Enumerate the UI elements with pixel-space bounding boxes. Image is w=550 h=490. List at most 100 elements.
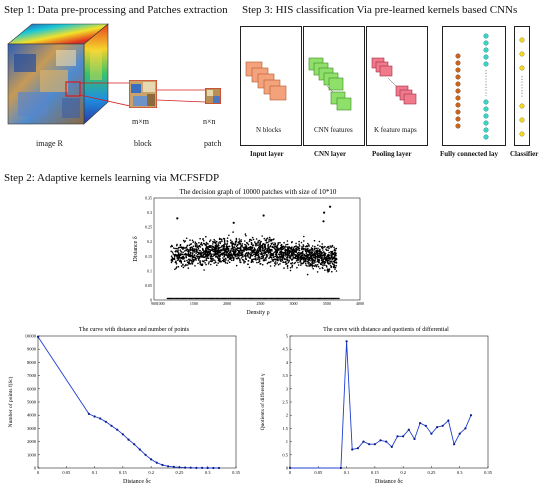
scatter-point (185, 246, 188, 248)
scatter-floor-point (223, 297, 226, 300)
scatter-point (227, 255, 229, 258)
scatter-point (330, 250, 332, 253)
scatter-point (175, 263, 178, 265)
scatter-point (234, 256, 236, 258)
scatter-point (205, 243, 207, 246)
scatter-point (279, 263, 281, 265)
scatter-point (230, 248, 233, 250)
scatter-point (326, 260, 329, 263)
scatter-point (255, 238, 258, 240)
scatter-point (330, 260, 333, 263)
scatter-point (233, 258, 235, 260)
scatter-point (235, 257, 238, 260)
scatter-point (303, 257, 305, 260)
scatter-point (268, 261, 270, 264)
scatter-point (325, 256, 327, 259)
scatter-point (304, 256, 306, 258)
quotient-chart-data-point (356, 447, 359, 450)
scatter-point (264, 239, 267, 242)
scatter-floor-point (235, 297, 238, 300)
scatter-floor-point (242, 297, 244, 300)
scatter-point (289, 255, 291, 258)
count-chart-data-point (195, 466, 198, 469)
scatter-point (297, 257, 299, 259)
scatter-point (205, 263, 207, 266)
quotient-chart-data-point (390, 445, 393, 448)
scatter-floor-point (203, 297, 205, 300)
scatter-outlier-point (232, 221, 235, 224)
count-chart-data-point (206, 466, 209, 470)
scatter-point (199, 261, 201, 263)
scatter-point (282, 252, 284, 254)
scatter-floor-point (326, 297, 328, 300)
scatter-point (176, 243, 178, 246)
scatter-point (191, 262, 193, 264)
scatter-point (267, 247, 270, 250)
scatter-point (308, 245, 310, 247)
scatter-point (325, 259, 327, 262)
scatter-point (321, 258, 323, 260)
scatter-point (213, 253, 215, 255)
scatter-point (240, 261, 242, 264)
scatter-floor-point (335, 297, 337, 300)
scatter-point (328, 259, 330, 261)
scatter-point (231, 255, 234, 257)
scatter-floor-point (292, 297, 295, 300)
scatter-floor-point (294, 297, 296, 300)
scatter-point (321, 255, 323, 257)
count-chart-data-point (178, 466, 181, 469)
scatter-point (256, 258, 259, 260)
scatter-point (188, 251, 190, 253)
scatter-point (179, 253, 181, 255)
scatter-floor-point (206, 297, 208, 300)
scatter-floor-point (188, 297, 190, 300)
count-chart-data-point (99, 417, 102, 420)
scatter-point (188, 255, 190, 258)
scatter-floor-point (327, 297, 329, 300)
scatter-point (266, 250, 268, 252)
scatter-point (284, 255, 287, 257)
scatter-point (215, 242, 217, 244)
y-tick-label: 1000 (27, 452, 37, 457)
scatter-point (197, 247, 200, 250)
scatter-point (194, 265, 196, 267)
scatter-point (282, 261, 284, 263)
block-size-label: m×m (132, 117, 149, 126)
scatter-point (187, 258, 190, 261)
scatter-point (313, 249, 316, 251)
scatter-floor-point (184, 297, 187, 300)
scatter-point (320, 259, 323, 262)
scatter-floor-point (270, 297, 272, 300)
scatter-point (248, 266, 251, 269)
scatter-point (260, 255, 263, 258)
scatter-point (262, 252, 265, 254)
scatter-point (259, 249, 261, 252)
scatter-point (226, 262, 229, 264)
scatter-point (229, 251, 232, 253)
scatter-outlier-point (176, 217, 179, 220)
scatter-point (272, 238, 275, 241)
scatter-point (269, 265, 272, 267)
scatter-point (272, 254, 274, 257)
scatter-point (209, 239, 212, 241)
scatter-point (335, 262, 338, 264)
scatter-point (313, 262, 315, 264)
scatter-point (173, 254, 176, 257)
scatter-point (290, 248, 293, 250)
scatter-point (286, 249, 289, 251)
scatter-point (291, 250, 293, 253)
scatter-point (240, 239, 242, 241)
scatter-point (199, 252, 202, 254)
scatter-floor-point (289, 297, 292, 300)
scatter-point (312, 267, 314, 270)
scatter-point (231, 242, 234, 244)
scatter-point (245, 258, 247, 260)
scatter-point (232, 259, 235, 262)
x-axis-label: Density ρ (246, 310, 269, 316)
scatter-point (203, 242, 206, 245)
scatter-point (324, 245, 326, 248)
scatter-point (246, 248, 249, 250)
x-tick-label: 0.25 (427, 470, 436, 475)
scatter-point (324, 257, 326, 260)
scatter-point (246, 252, 248, 254)
